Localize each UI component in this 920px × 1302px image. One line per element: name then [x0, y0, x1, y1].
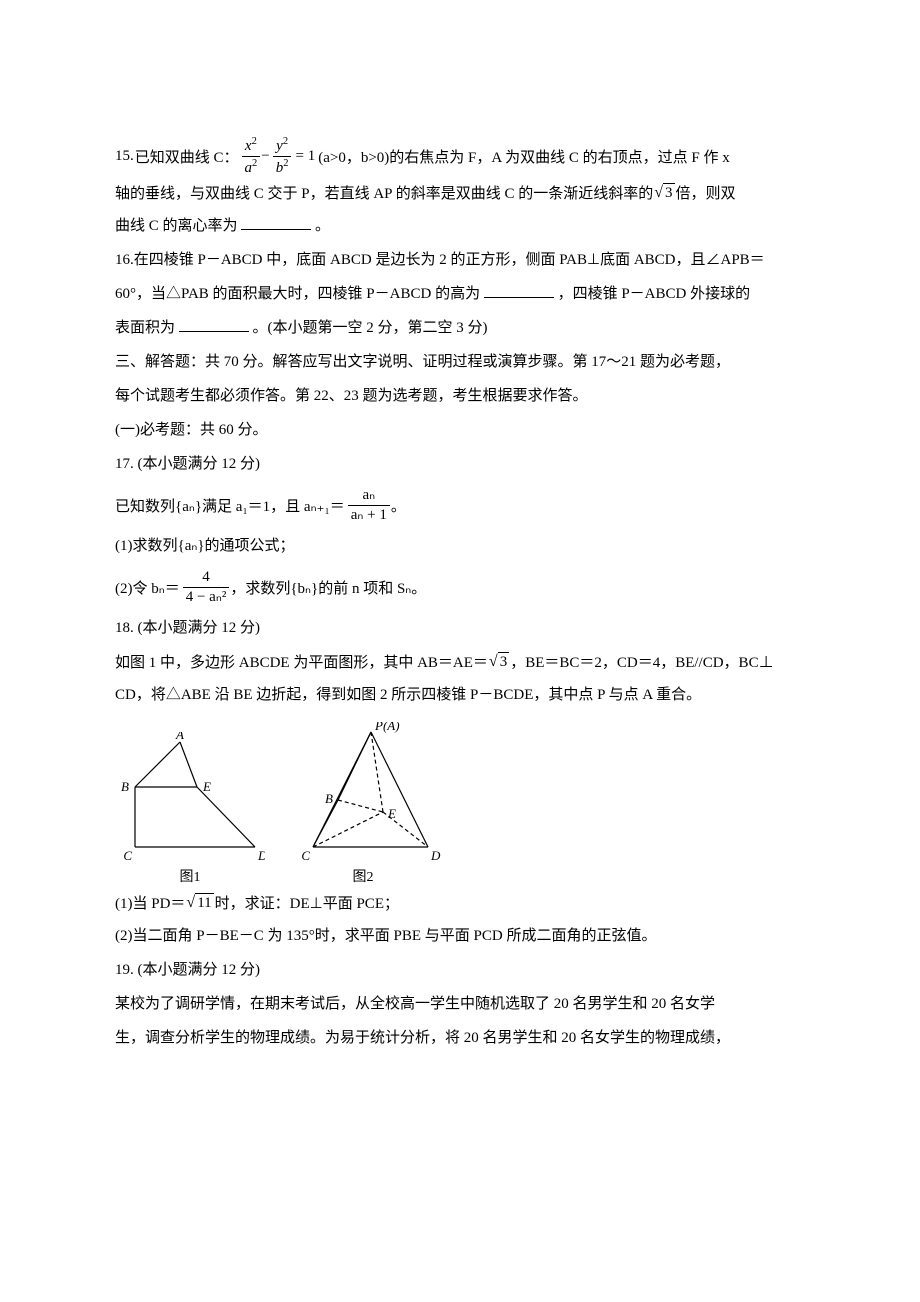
svg-text:C: C [123, 848, 132, 862]
bn-frac: 4 4 − aₙ² [183, 569, 230, 605]
q19-line1: 某校为了调研学情，在期末考试后，从全校高一学生中随机选取了 20 名男学生和 2… [115, 987, 805, 1021]
svg-text:E: E [387, 806, 396, 821]
svg-text:D: D [257, 848, 265, 862]
q15-line3a: 曲线 C 的离心率为 [115, 218, 238, 234]
q16-line2: 60°，当△PAB 的面积最大时，四棱锥 P－ABCD 的高为 ，四棱锥 P－A… [115, 277, 805, 311]
section3-line2: 每个试题考生都必须作答。第 22、23 题为选考题，考生根据要求作答。 [115, 379, 805, 413]
q15-line2b: 倍，则双 [676, 182, 736, 203]
fig2-label: 图2 [353, 866, 374, 886]
q17-given: 已知数列{aₙ}满足 a₁＝1，且 aₙ₊₁＝ aₙ aₙ + 1 。 [115, 487, 805, 523]
svg-text:C: C [301, 848, 310, 862]
q18-line2: CD，将△ABE 沿 BE 边折起，得到如图 2 所示四棱锥 P－BCDE，其中… [115, 678, 805, 712]
q18-header: 18. (本小题满分 12 分) [115, 611, 805, 645]
q19-line2: 生，调查分析学生的物理成绩。为易于统计分析，将 20 名男学生和 20 名女学生… [115, 1021, 805, 1055]
frac-num: y2 [273, 136, 291, 156]
svg-text:A: A [175, 732, 184, 742]
q15-line3b: 。 [315, 218, 330, 234]
fig1-label: 图1 [180, 866, 201, 886]
frac-num: x2 [242, 136, 260, 156]
sqrt-3: √3 [489, 652, 509, 671]
answer-blank [484, 297, 554, 298]
q15-pre-eq: 已知双曲线 C： [135, 146, 239, 167]
svg-text:P(A): P(A) [374, 722, 400, 733]
fig1-svg: A B E C D [115, 732, 265, 862]
figures-row: A B E C D 图1 P(A) B E C D 图2 [115, 722, 805, 886]
minus-sign: − [261, 148, 269, 165]
frac-den: b2 [273, 156, 292, 177]
answer-blank [179, 331, 249, 332]
hyperbola-frac-right: y2 b2 [273, 136, 292, 176]
svg-text:D: D [430, 848, 441, 862]
figure-2: P(A) B E C D 图2 [283, 722, 443, 886]
q19-header: 19. (本小题满分 12 分) [115, 953, 805, 987]
q15-line2a: 轴的垂线，与双曲线 C 交于 P，若直线 AP 的斜率是双曲线 C 的一条渐近线… [115, 182, 653, 203]
svg-text:E: E [202, 779, 211, 794]
recurrence-frac: aₙ aₙ + 1 [348, 487, 390, 523]
q15-line1: 15. 已知双曲线 C： x2 a2 − y2 b2 = 1 (a>0，b>0)… [115, 136, 805, 176]
section3-line1: 三、解答题：共 70 分。解答应写出文字说明、证明过程或演算步骤。第 17～21… [115, 345, 805, 379]
q15-line3: 曲线 C 的离心率为 。 [115, 209, 805, 243]
exam-page: 15. 已知双曲线 C： x2 a2 − y2 b2 = 1 (a>0，b>0)… [0, 0, 920, 1302]
section3-sub: (一)必考题：共 60 分。 [115, 413, 805, 447]
q17-part1: (1)求数列{aₙ}的通项公式； [115, 529, 805, 563]
q18-part2: (2)当二面角 P－BE－C 为 135°时，求平面 PBE 与平面 PCD 所… [115, 919, 805, 953]
sqrt-3: √3 [654, 183, 674, 202]
hyperbola-frac-left: x2 a2 [242, 136, 261, 176]
q15-post-eq: (a>0，b>0)的右焦点为 F，A 为双曲线 C 的右顶点，过点 F 作 x [318, 146, 730, 167]
frac-den: a2 [242, 156, 261, 177]
q16-line1: 16.在四棱锥 P－ABCD 中，底面 ABCD 是边长为 2 的正方形，侧面 … [115, 243, 805, 277]
q17-header: 17. (本小题满分 12 分) [115, 447, 805, 481]
q15-line2: 轴的垂线，与双曲线 C 交于 P，若直线 AP 的斜率是双曲线 C 的一条渐近线… [115, 182, 805, 203]
svg-text:B: B [121, 779, 129, 794]
svg-text:B: B [325, 791, 333, 806]
figure-1: A B E C D 图1 [115, 732, 265, 886]
eq-rhs: = 1 [295, 148, 315, 165]
sqrt-11: √11 [186, 893, 213, 912]
q18-part1: (1)当 PD＝ √11 时，求证：DE⊥平面 PCE； [115, 892, 805, 913]
answer-blank [241, 229, 311, 230]
fig2-svg: P(A) B E C D [283, 722, 443, 862]
q17-part2: (2)令 bₙ＝ 4 4 − aₙ² ，求数列{bₙ}的前 n 项和 Sₙ。 [115, 569, 805, 605]
q16-number: 16. [115, 252, 134, 268]
q16-line3: 表面积为 。(本小题第一空 2 分，第二空 3 分) [115, 311, 805, 345]
q18-line1: 如图 1 中，多边形 ABCDE 为平面图形，其中 AB＝AE＝ √3 ，BE＝… [115, 651, 805, 672]
q15-number: 15. [115, 148, 134, 165]
